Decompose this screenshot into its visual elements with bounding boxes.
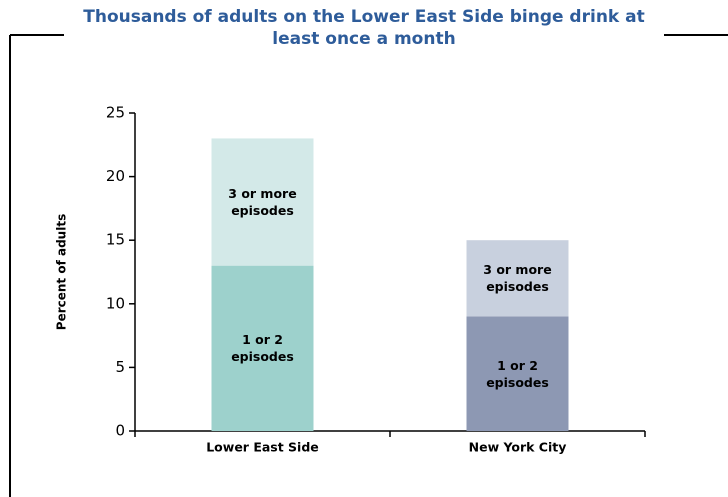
y-tick-label: 0	[115, 422, 125, 440]
segment-label: 1 or 2 episodes	[486, 357, 549, 390]
bar-segment	[466, 316, 569, 431]
y-tick-label: 10	[106, 294, 125, 312]
y-tick-label: 25	[106, 104, 125, 122]
segment-label: 3 or more episodes	[228, 186, 297, 219]
bar-segment	[466, 240, 569, 317]
chart-title: Thousands of adults on the Lower East Si…	[64, 6, 664, 50]
bar-segment	[211, 138, 314, 266]
y-tick-label: 20	[106, 167, 125, 185]
segment-label: 1 or 2 episodes	[231, 332, 294, 365]
y-axis-label: Percent of adults	[55, 214, 69, 330]
bar-segment	[211, 265, 314, 431]
y-tick-label: 5	[115, 358, 125, 376]
x-tick-label: Lower East Side	[206, 440, 319, 455]
segment-label: 3 or more episodes	[483, 262, 552, 295]
x-tick-label: New York City	[469, 440, 567, 455]
y-tick-label: 15	[106, 231, 125, 249]
